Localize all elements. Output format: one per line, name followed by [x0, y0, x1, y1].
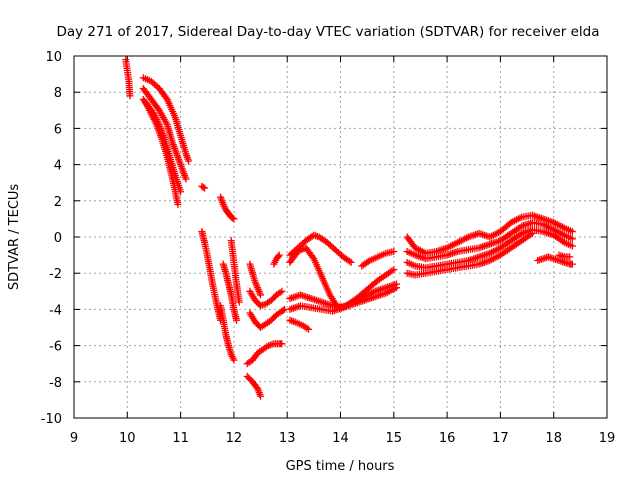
x-tick-label: 11: [172, 431, 189, 446]
x-tick-label: 9: [70, 431, 78, 446]
data-points: [122, 56, 576, 400]
data-point: [230, 215, 238, 223]
x-axis-label: GPS time / hours: [286, 459, 395, 474]
data-point: [528, 229, 536, 237]
y-tick-label: 10: [45, 50, 62, 65]
x-tick-label: 17: [492, 431, 509, 446]
data-point: [347, 258, 355, 266]
y-tick-label: 6: [54, 122, 62, 137]
data-point: [568, 260, 576, 268]
tick-labels: 9 10 11 12 13 14 15 16 17 18 19 -10 -8 -6 -4 -2 0 2 4 6 8 10: [41, 50, 616, 446]
axis-ticks: [73, 55, 608, 419]
y-tick-label: -10: [41, 412, 62, 427]
data-point: [275, 251, 283, 259]
data-point: [279, 306, 287, 314]
y-axis-label: SDTVAR / TECUs: [7, 184, 22, 291]
data-point: [392, 284, 400, 292]
data-point: [199, 183, 207, 191]
data-point: [568, 235, 576, 243]
data-point: [257, 392, 265, 400]
x-tick-label: 18: [545, 431, 562, 446]
x-tick-label: 16: [439, 431, 456, 446]
data-point: [568, 228, 576, 236]
data-point: [185, 157, 193, 165]
x-tick-label: 10: [119, 431, 136, 446]
data-point: [230, 356, 238, 364]
y-tick-label: -8: [49, 376, 62, 391]
y-tick-label: 4: [54, 159, 62, 174]
y-tick-label: -6: [49, 340, 62, 355]
chart-title: Day 271 of 2017, Sidereal Day-to-day VTE…: [56, 24, 599, 40]
x-tick-label: 14: [332, 431, 349, 446]
data-point: [201, 184, 209, 192]
x-tick-label: 12: [226, 431, 243, 446]
data-point: [126, 92, 134, 100]
data-point: [305, 325, 313, 333]
data-point: [174, 200, 182, 208]
data-point: [162, 94, 170, 102]
data-point: [278, 340, 286, 348]
data-point: [390, 247, 398, 255]
data-point: [182, 175, 190, 183]
data-point: [390, 266, 398, 274]
data-point: [309, 253, 317, 261]
data-point: [278, 287, 286, 295]
data-point: [233, 316, 241, 324]
data-point: [364, 258, 372, 266]
x-tick-label: 15: [386, 431, 403, 446]
data-point: [257, 291, 265, 299]
data-point: [568, 242, 576, 250]
y-tick-label: 2: [54, 195, 62, 210]
data-point: [346, 257, 354, 265]
y-tick-label: 8: [54, 86, 62, 101]
data-point: [274, 252, 282, 260]
y-tick-label: -4: [49, 303, 62, 318]
x-tick-label: 13: [279, 431, 296, 446]
data-point: [235, 298, 243, 306]
data-point: [229, 214, 237, 222]
data-point: [566, 253, 574, 261]
y-tick-label: 0: [54, 231, 62, 246]
x-tick-label: 19: [599, 431, 616, 446]
y-tick-label: -2: [49, 267, 62, 282]
